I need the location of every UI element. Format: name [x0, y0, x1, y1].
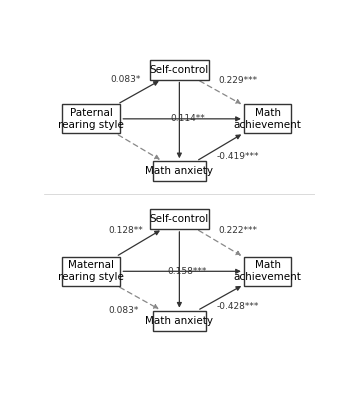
- Text: Maternal
rearing style: Maternal rearing style: [58, 260, 124, 282]
- Text: 0.114**: 0.114**: [170, 114, 205, 123]
- FancyBboxPatch shape: [244, 257, 291, 286]
- Text: 0.222***: 0.222***: [218, 226, 257, 235]
- FancyBboxPatch shape: [150, 60, 209, 80]
- Text: Math
achievement: Math achievement: [233, 108, 301, 130]
- Text: 0.229***: 0.229***: [219, 76, 258, 85]
- Text: Math anxiety: Math anxiety: [145, 166, 214, 176]
- Text: 0.083*: 0.083*: [111, 75, 141, 84]
- Text: Math anxiety: Math anxiety: [145, 316, 214, 326]
- Text: Self-control: Self-control: [150, 214, 209, 224]
- Text: Self-control: Self-control: [150, 64, 209, 74]
- Text: Math
achievement: Math achievement: [233, 260, 301, 282]
- Text: -0.419***: -0.419***: [216, 152, 259, 161]
- FancyBboxPatch shape: [150, 209, 209, 229]
- FancyBboxPatch shape: [244, 104, 291, 134]
- FancyBboxPatch shape: [62, 257, 120, 286]
- FancyBboxPatch shape: [153, 310, 206, 330]
- Text: Paternal
rearing style: Paternal rearing style: [58, 108, 124, 130]
- FancyBboxPatch shape: [62, 104, 120, 134]
- Text: 0.083*: 0.083*: [108, 306, 138, 315]
- FancyBboxPatch shape: [153, 161, 206, 181]
- Text: -0.428***: -0.428***: [217, 302, 259, 311]
- Text: 0.128**: 0.128**: [108, 226, 143, 235]
- Text: 0.158***: 0.158***: [168, 267, 207, 276]
